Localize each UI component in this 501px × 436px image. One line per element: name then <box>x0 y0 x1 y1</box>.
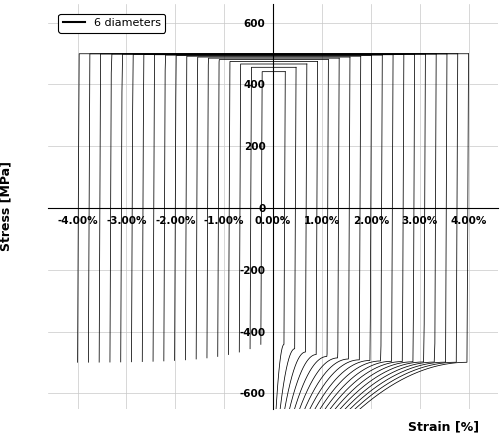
Y-axis label: Stress [MPa]: Stress [MPa] <box>0 161 13 252</box>
X-axis label: Strain [%]: Strain [%] <box>407 421 478 434</box>
Legend: 6 diameters: 6 diameters <box>58 14 165 33</box>
